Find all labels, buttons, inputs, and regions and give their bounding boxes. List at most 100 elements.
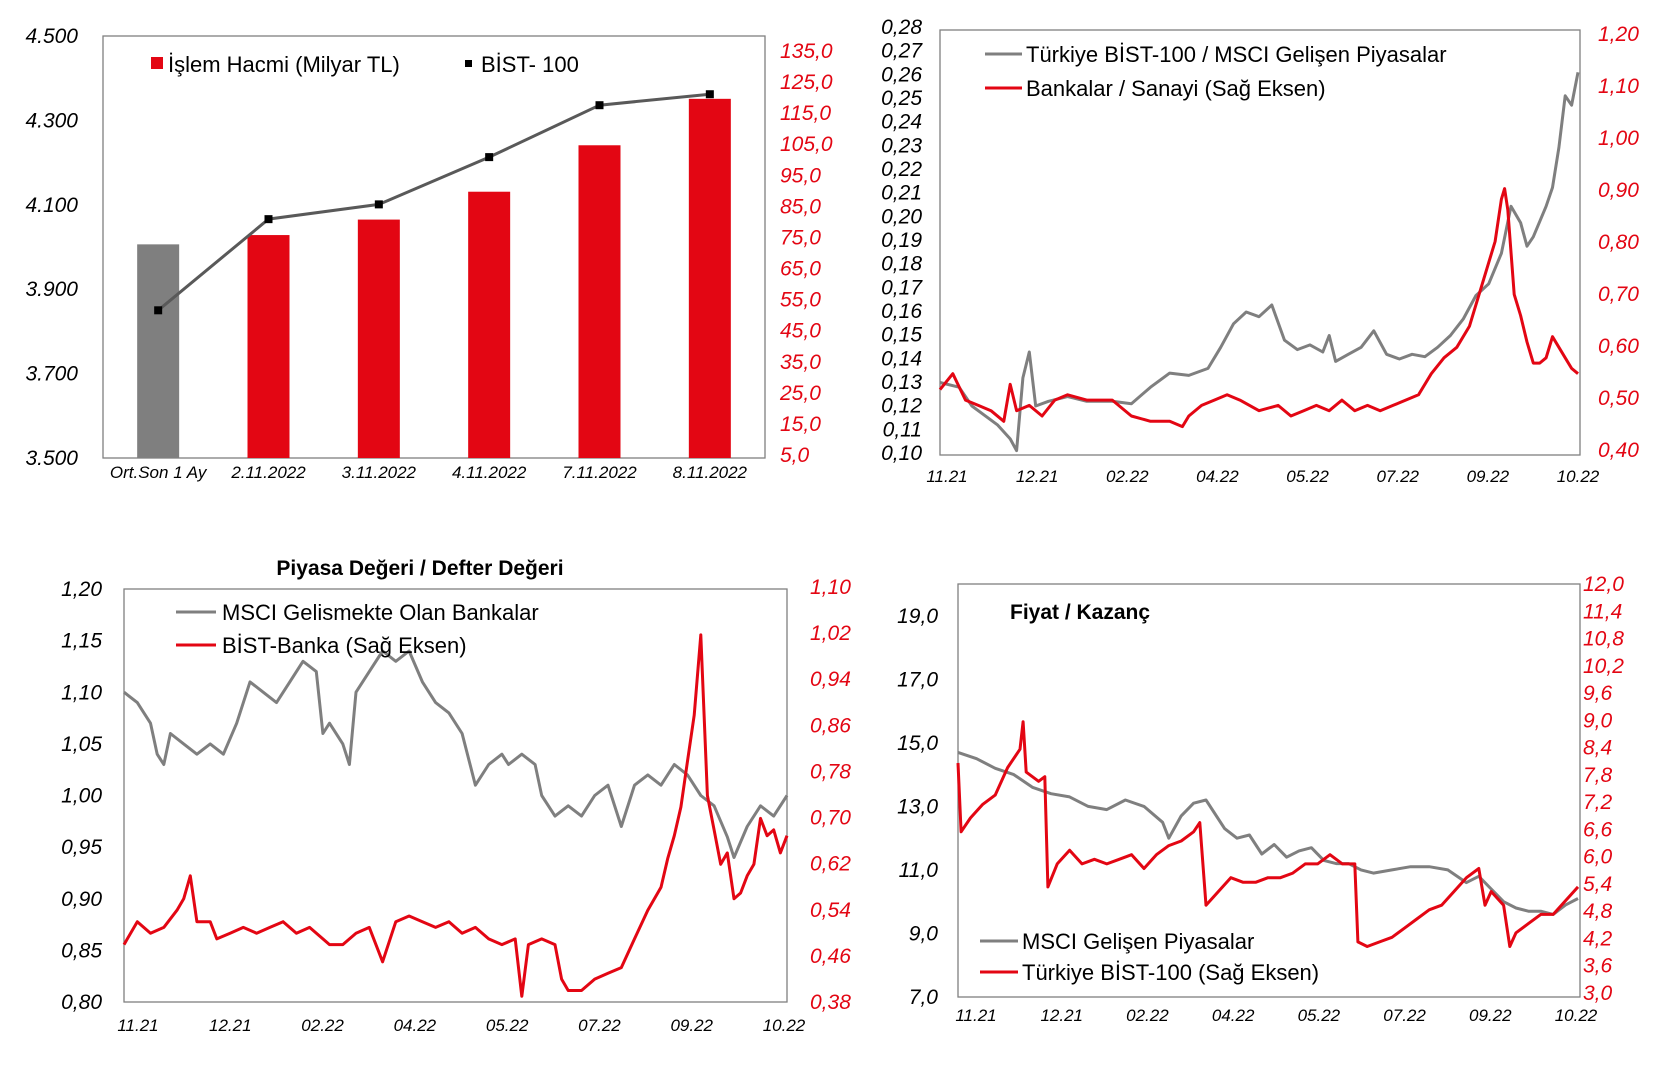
pbv-x-tick: 09.22 [670, 1016, 713, 1035]
pbv-x-tick: 11.21 [117, 1016, 158, 1035]
relative-left-tick: 0,15 [881, 324, 922, 347]
relative-right-axis-ticks: 0,40 0,50 0,60 0,70 0,80 0,90 1,00 1,10 1,20 [1598, 23, 1639, 462]
bist100-point [264, 215, 273, 224]
msci-banks-series-line [123, 649, 789, 859]
volume-x-tick: 2.11.2022 [230, 463, 306, 482]
pbv-right-tick: 0,38 [810, 991, 851, 1014]
relative-left-tick: 0,12 [881, 395, 922, 418]
pe-x-tick: 05.22 [1298, 1006, 1341, 1025]
volume-right-tick: 105,0 [780, 133, 833, 156]
relative-left-tick: 0,11 [883, 418, 922, 441]
pe-left-tick: 13,0 [897, 795, 938, 818]
pbv-right-tick: 0,54 [810, 899, 851, 922]
relative-left-tick: 0,17 [881, 276, 923, 299]
legend-label-bist-msci: Türkiye BİST-100 / MSCI Gelişen Piyasala… [1026, 42, 1447, 67]
pe-right-axis-ticks: 3,0 3,6 4,2 4,8 5,4 6,0 6,6 7,2 7,8 8,4 9,0 9,6 10,2… [1583, 573, 1624, 1005]
relative-left-tick: 0,24 [881, 111, 922, 134]
relative-left-tick: 0,23 [881, 134, 922, 157]
volume-x-tick: 4.11.2022 [452, 463, 527, 482]
pe-right-tick: 5,4 [1583, 873, 1612, 896]
banks-industry-series-line [938, 187, 1579, 429]
relative-right-tick: 1,20 [1598, 23, 1639, 46]
pbv-right-tick: 0,78 [810, 760, 851, 783]
volume-right-tick: 65,0 [780, 258, 821, 281]
relative-x-axis-ticks: 11.21 12.21 02.22 04.22 05.22 07.22 09.22 10.22 [926, 467, 1599, 486]
pbv-x-tick: 10.22 [763, 1016, 806, 1035]
pbv-left-tick: 1,10 [61, 681, 102, 704]
pbv-chart-title: Piyasa Değeri / Defter Değeri [276, 557, 563, 580]
pe-left-tick: 11,0 [899, 859, 939, 882]
relative-right-tick: 0,70 [1598, 283, 1639, 306]
bist100-line [154, 90, 714, 315]
relative-left-tick: 0,22 [881, 158, 922, 181]
pe-x-tick: 09.22 [1469, 1006, 1512, 1025]
pe-right-tick: 4,8 [1583, 900, 1613, 923]
volume-right-tick: 95,0 [780, 164, 821, 187]
volume-left-tick: 3.500 [25, 447, 78, 470]
volume-right-tick: 25,0 [779, 382, 821, 405]
volume-bar [357, 219, 400, 458]
pbv-x-tick: 12.21 [209, 1016, 252, 1035]
volume-left-tick: 4.300 [25, 109, 78, 132]
pe-right-tick: 4,2 [1583, 927, 1613, 950]
pe-x-tick: 07.22 [1383, 1006, 1426, 1025]
relative-x-tick: 05.22 [1286, 467, 1329, 486]
pe-x-tick: 10.22 [1555, 1006, 1598, 1025]
pbv-right-tick: 0,62 [810, 853, 851, 876]
relative-plot-frame [939, 29, 1581, 456]
legend-label-msci-banks: MSCI Gelismekte Olan Bankalar [222, 600, 539, 625]
relative-left-tick: 0,18 [881, 253, 922, 276]
pe-x-tick: 12.21 [1040, 1006, 1083, 1025]
pbv-x-tick: 02.22 [301, 1016, 344, 1035]
volume-legend: İşlem Hacmi (Milyar TL) BİST- 100 [151, 52, 579, 77]
pe-lines [956, 720, 1580, 948]
relative-right-tick: 1,10 [1598, 75, 1639, 98]
volume-chart: 3.500 3.700 3.900 4.100 4.300 4.500 5,0 15,0 25… [25, 25, 832, 482]
relative-left-tick: 0,16 [881, 300, 922, 323]
pbv-right-axis-ticks: 0,38 0,46 0,54 0,62 0,70 0,78 0,86 0,94 1,02 1,10 [810, 576, 851, 1014]
relative-lines [938, 72, 1580, 453]
volume-left-tick: 4.500 [25, 25, 78, 48]
pe-x-tick: 04.22 [1212, 1006, 1255, 1025]
volume-x-tick: 7.11.2022 [562, 463, 637, 482]
legend-label-msci-em: MSCI Gelişen Piyasalar [1022, 929, 1254, 954]
volume-plot-frame [102, 35, 766, 459]
bist100-point [154, 306, 163, 315]
volume-bar [578, 145, 621, 458]
pbv-left-tick: 1,20 [61, 578, 102, 601]
volume-x-axis-ticks: Ort.Son 1 Ay 2.11.2022 3.11.2022 4.11.2022 7… [110, 463, 748, 482]
bist100-pe-series-line [956, 720, 1580, 948]
relative-x-tick: 10.22 [1557, 467, 1600, 486]
relative-x-tick: 02.22 [1106, 467, 1149, 486]
pbv-right-tick: 0,46 [810, 945, 851, 968]
relative-left-tick: 0,28 [881, 16, 922, 39]
relative-right-tick: 0,60 [1598, 335, 1639, 358]
legend-label-bist100: BİST- 100 [481, 52, 579, 77]
pe-right-tick: 7,2 [1583, 791, 1613, 814]
volume-bar [137, 244, 180, 458]
volume-right-tick: 15,0 [780, 413, 821, 436]
pbv-left-tick: 0,95 [61, 836, 102, 859]
relative-left-tick: 0,27 [881, 40, 923, 63]
volume-right-tick: 75,0 [780, 226, 821, 249]
pe-chart-title: Fiyat / Kazanç [1010, 601, 1150, 624]
pbv-right-tick: 0,70 [810, 807, 851, 830]
pe-right-tick: 3,6 [1583, 955, 1613, 978]
pe-right-tick: 10,2 [1583, 655, 1624, 678]
pbv-left-tick: 0,80 [61, 991, 102, 1014]
msci-em-pe-series-line [957, 750, 1579, 916]
legend-label-banks-industry: Bankalar / Sanayi (Sağ Eksen) [1026, 76, 1326, 101]
bist100-point [485, 153, 494, 162]
volume-right-tick: 5,0 [780, 444, 810, 467]
bist-msci-series-line [939, 72, 1580, 453]
relative-x-tick: 04.22 [1196, 467, 1239, 486]
relative-right-tick: 0,40 [1598, 439, 1639, 462]
pe-left-tick: 7,0 [909, 986, 939, 1009]
relative-x-tick: 07.22 [1376, 467, 1419, 486]
volume-bar [688, 98, 731, 459]
volume-right-tick: 55,0 [780, 289, 821, 312]
volume-right-tick: 135,0 [780, 40, 833, 63]
volume-bar [247, 235, 290, 458]
relative-left-tick: 0,20 [881, 205, 922, 228]
bist100-point [374, 200, 383, 209]
